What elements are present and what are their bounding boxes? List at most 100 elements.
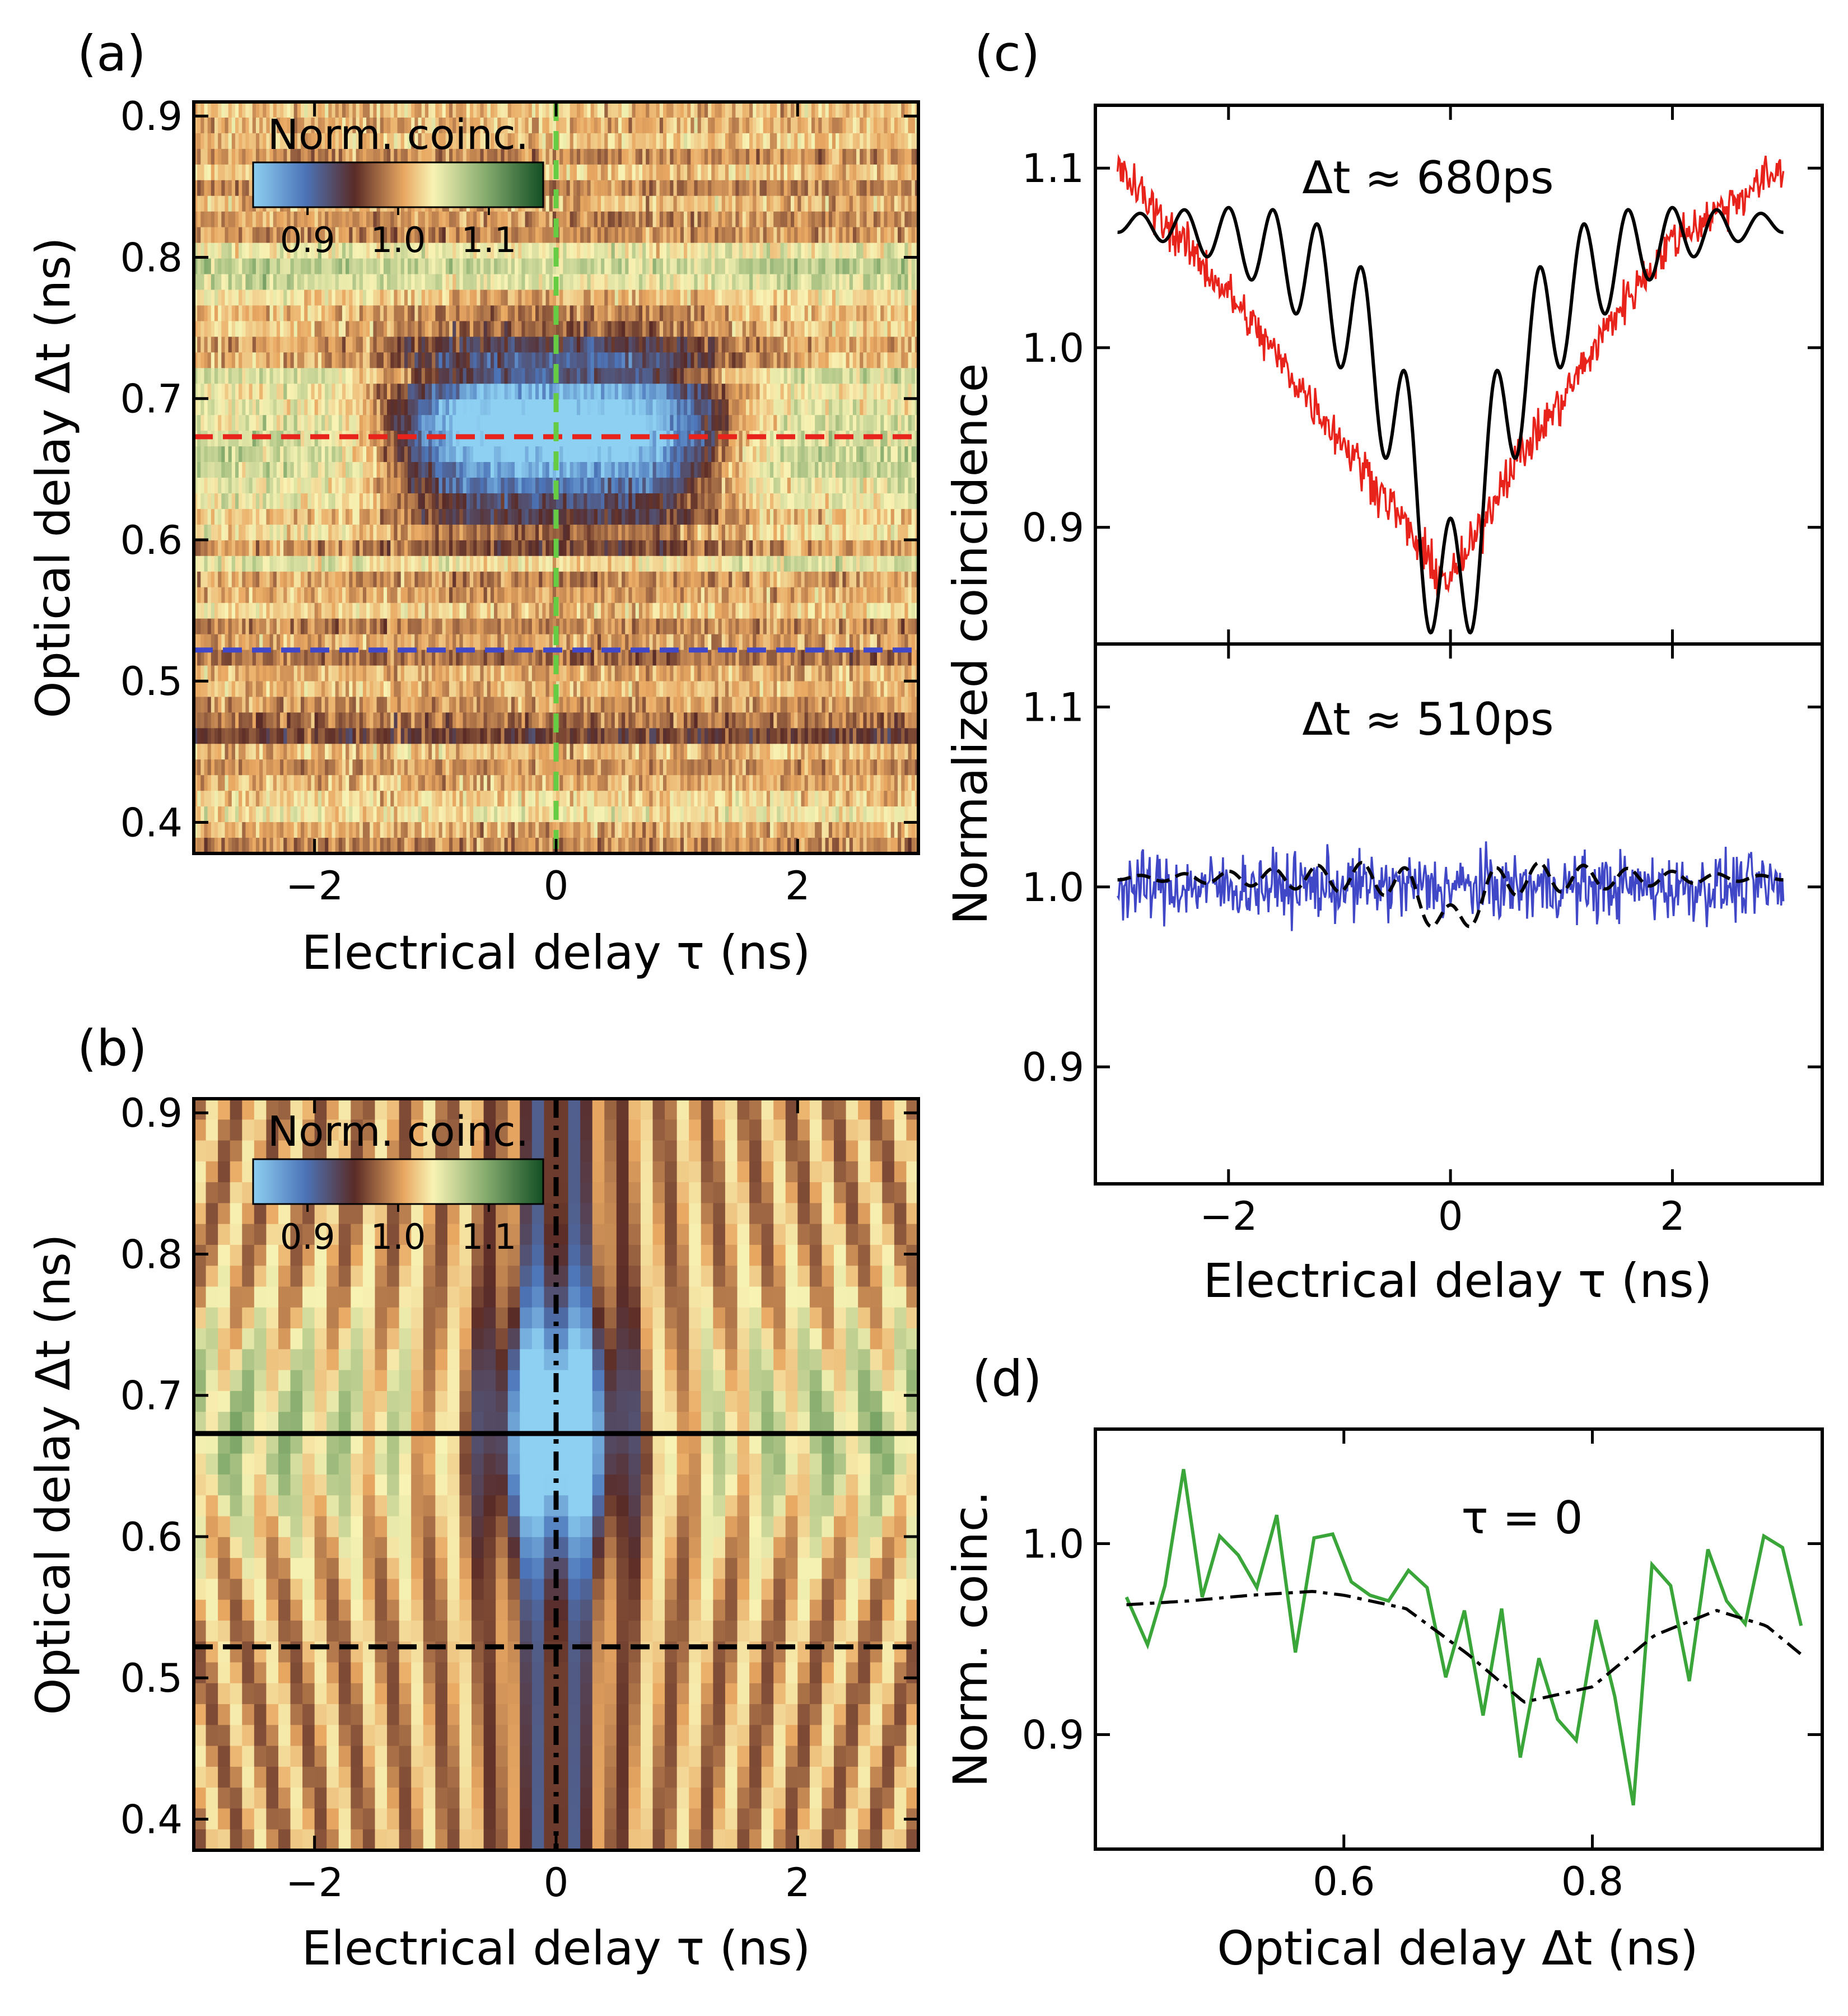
heatmap-cell xyxy=(449,148,453,165)
heatmap-cell xyxy=(394,290,398,306)
heatmap-cell xyxy=(408,321,412,338)
heatmap-cell xyxy=(501,368,505,385)
heatmap-cell xyxy=(694,195,698,212)
heatmap-cell xyxy=(207,195,212,212)
heatmap-cell xyxy=(435,384,440,400)
heatmap-cell xyxy=(362,431,367,447)
heatmap-cell xyxy=(545,352,550,369)
heatmap-cell xyxy=(469,148,474,165)
heatmap-cell xyxy=(435,368,440,385)
heatmap-cell xyxy=(228,321,232,338)
heatmap-cell xyxy=(632,164,636,181)
heatmap-cell xyxy=(890,274,895,291)
heatmap-cell xyxy=(783,164,788,181)
heatmap-cell xyxy=(649,399,654,416)
heatmap-cell xyxy=(563,368,567,385)
heatmap-cell xyxy=(362,148,367,165)
heatmap-cell xyxy=(914,164,918,181)
heatmap-cell xyxy=(825,446,829,463)
heatmap-cell xyxy=(414,368,419,385)
heatmap-cell xyxy=(318,321,322,338)
heatmap-cell xyxy=(380,399,384,416)
heatmap-cell xyxy=(697,337,702,353)
heatmap-cell xyxy=(908,180,912,197)
heatmap-cell xyxy=(290,274,295,291)
heatmap-cell xyxy=(249,352,253,369)
heatmap-cell xyxy=(745,290,750,306)
heatmap-cell xyxy=(487,117,491,134)
heatmap-cell xyxy=(670,462,674,478)
heatmap-cell xyxy=(255,117,260,134)
heatmap-cell xyxy=(518,274,522,291)
heatmap-cell xyxy=(729,305,733,322)
heatmap-cell xyxy=(549,352,553,369)
heatmap-cell xyxy=(528,462,533,478)
heatmap-cell xyxy=(359,290,363,306)
heatmap-cell xyxy=(418,368,422,385)
heatmap-cell xyxy=(283,117,288,134)
heatmap-cell xyxy=(742,337,746,353)
heatmap-cell xyxy=(628,337,633,353)
heatmap-cell xyxy=(873,352,878,369)
heatmap-cell xyxy=(576,352,581,369)
heatmap-cell xyxy=(318,415,322,431)
heatmap-cell xyxy=(808,399,812,416)
heatmap-cell xyxy=(418,148,422,165)
heatmap-cell xyxy=(266,337,270,353)
heatmap-cell xyxy=(235,102,239,118)
heatmap-cell xyxy=(863,117,867,134)
heatmap-cell xyxy=(231,321,236,338)
heatmap-cell xyxy=(549,337,553,353)
heatmap-cell xyxy=(601,242,605,259)
heatmap-cell xyxy=(342,337,346,353)
heatmap-cell xyxy=(255,227,260,244)
heatmap-cell xyxy=(815,352,819,369)
heatmap-cell xyxy=(780,368,785,385)
heatmap-cell xyxy=(373,352,377,369)
heatmap-cell xyxy=(860,368,864,385)
heatmap-cell xyxy=(259,462,264,478)
heatmap-cell xyxy=(528,133,533,150)
heatmap-cell xyxy=(259,337,264,353)
heatmap-cell xyxy=(504,399,508,416)
heatmap-cell xyxy=(898,368,902,385)
heatmap-cell xyxy=(228,274,232,291)
heatmap-cell xyxy=(818,321,823,338)
heatmap-cell xyxy=(856,446,861,463)
heatmap-cell xyxy=(321,368,325,385)
heatmap-cell xyxy=(818,384,823,400)
heatmap-cell xyxy=(670,227,674,244)
heatmap-cell xyxy=(770,164,774,181)
heatmap-cell xyxy=(729,164,733,181)
heatmap-cell xyxy=(280,102,284,118)
heatmap-cell xyxy=(531,415,536,431)
heatmap-cell xyxy=(673,258,678,275)
heatmap-cell xyxy=(580,337,585,353)
heatmap-cell xyxy=(290,133,295,150)
heatmap-cell xyxy=(625,211,629,228)
heatmap-cell xyxy=(452,211,457,228)
heatmap-cell xyxy=(797,431,802,447)
heatmap-cell xyxy=(701,274,705,291)
heatmap-cell xyxy=(825,148,829,165)
heatmap-cell xyxy=(587,446,591,463)
heatmap-cell xyxy=(549,133,553,150)
heatmap-cell xyxy=(901,384,906,400)
heatmap-cell xyxy=(545,415,550,431)
heatmap-cell xyxy=(373,133,377,150)
heatmap-cell xyxy=(570,133,574,150)
heatmap-cell xyxy=(314,290,319,306)
heatmap-cell xyxy=(293,102,298,118)
heatmap-cell xyxy=(808,321,812,338)
heatmap-cell xyxy=(242,352,246,369)
heatmap-cell xyxy=(404,148,408,165)
heatmap-cell xyxy=(463,337,467,353)
heatmap-cell xyxy=(673,133,678,150)
heatmap-cell xyxy=(273,384,277,400)
heatmap-cell xyxy=(856,399,861,416)
heatmap-cell xyxy=(911,352,916,369)
heatmap-cell xyxy=(545,133,550,150)
heatmap-cell xyxy=(780,117,785,134)
heatmap-cell xyxy=(870,446,874,463)
heatmap-cell xyxy=(335,305,339,322)
